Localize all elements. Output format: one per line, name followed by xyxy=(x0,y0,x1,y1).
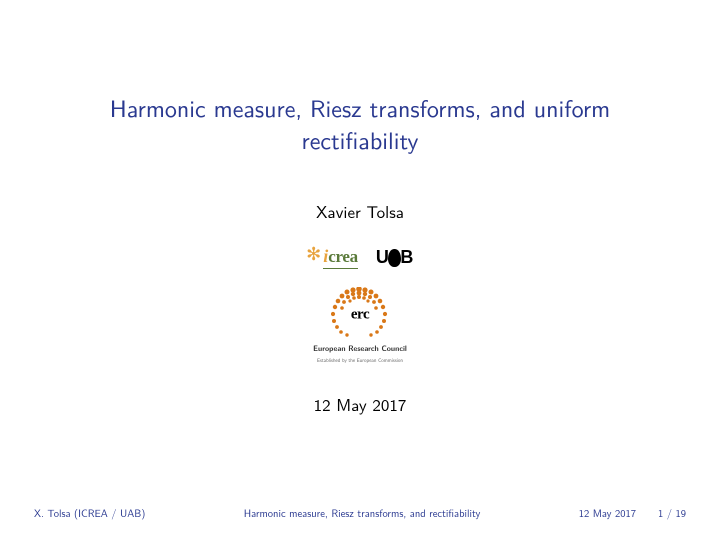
slide-title: Harmonic measure, Riesz transforms, and … xyxy=(50,92,670,157)
erc-dots-icon: erc xyxy=(331,287,389,339)
footer: X. Tolsa (ICREA / UAB) Harmonic measure,… xyxy=(0,506,720,521)
icrea-logo: ✻ icrea xyxy=(306,246,358,269)
uab-logo: U B xyxy=(376,247,414,268)
footer-date: 12 May 2017 xyxy=(579,506,636,521)
erc-letters: erc xyxy=(351,307,369,324)
uab-u: U xyxy=(376,247,390,268)
uab-b: B xyxy=(400,247,414,268)
erc-subtitle-2: Established by the European Commission xyxy=(313,356,407,364)
slide-date: 12 May 2017 xyxy=(314,392,407,417)
erc-subtitle-1: European Research Council xyxy=(313,343,407,354)
footer-page: 1 / 19 xyxy=(658,506,686,521)
star-icon: ✻ xyxy=(306,244,321,265)
erc-logo: erc European Research Council Establishe… xyxy=(313,287,407,364)
footer-title: Harmonic measure, Riesz transforms, and … xyxy=(145,506,578,521)
author-name: Xavier Tolsa xyxy=(316,199,404,224)
footer-author: X. Tolsa (ICREA / UAB) xyxy=(34,506,145,521)
logos-row: ✻ icrea U B xyxy=(306,246,414,269)
icrea-crea: crea xyxy=(328,247,358,266)
slide: Harmonic measure, Riesz transforms, and … xyxy=(0,0,720,541)
